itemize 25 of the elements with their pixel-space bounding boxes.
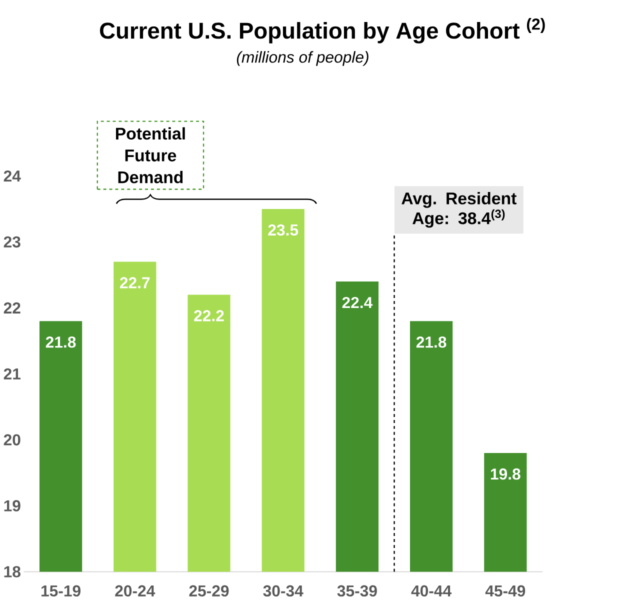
data-label: 22.4 [342,296,373,308]
data-label: 19.8 [490,468,520,480]
x-tick-label: 35-39 [337,585,377,597]
y-tick-label: 20 [4,434,20,446]
data-label: 21.8 [416,336,446,348]
y-tick-label: 23 [4,236,20,248]
chart-title: Current U.S. Population by Age Cohort $^{(2)}$ [100,18,545,44]
chart-subtitle: (millions of people) [236,51,368,66]
y-tick-label: 22 [4,302,20,314]
y-tick-label: 24 [4,170,21,182]
x-tick-label: 15-19 [41,585,80,597]
data-label: 22.2 [194,310,224,322]
x-tick-label: 20-24 [115,585,156,597]
y-tick-label: 18 [4,566,20,578]
annotation: Potential Future Demand [116,127,185,184]
x-tick-label: 40-44 [411,585,452,597]
data-label: 23.5 [268,224,298,236]
data-label: 21.8 [46,336,76,348]
x-tick-label: 30-34 [263,585,304,597]
x-tick-label: 45-49 [485,585,526,597]
x-tick-label: 25-29 [189,585,229,597]
y-tick-label: 21 [4,368,21,380]
annotation: Avg. Resident Age: 38.4$^{(3)}$ [402,192,516,228]
data-label: 22.7 [120,277,150,288]
y-tick-label: 19 [4,500,20,512]
